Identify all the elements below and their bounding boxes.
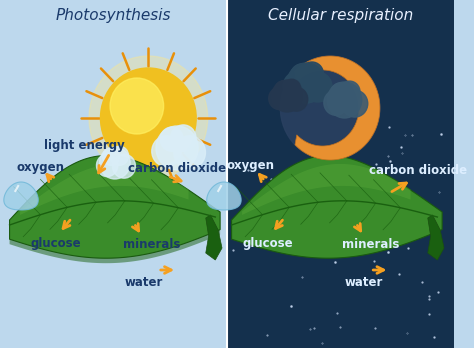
Text: glucose: glucose [243, 237, 293, 250]
Circle shape [283, 72, 310, 100]
Circle shape [324, 90, 348, 115]
Text: oxygen: oxygen [16, 161, 64, 174]
Circle shape [110, 78, 164, 134]
Text: Photosynthesis: Photosynthesis [55, 8, 171, 23]
Polygon shape [232, 156, 442, 258]
Text: carbon dioxide: carbon dioxide [128, 161, 226, 174]
Circle shape [97, 154, 118, 176]
Circle shape [301, 62, 323, 86]
Polygon shape [9, 156, 220, 258]
Circle shape [291, 64, 312, 86]
Text: Cellular respiration: Cellular respiration [268, 8, 413, 23]
Text: water: water [124, 277, 163, 290]
Polygon shape [206, 215, 222, 260]
Circle shape [152, 136, 181, 167]
Polygon shape [9, 160, 220, 263]
Circle shape [331, 83, 350, 103]
Circle shape [100, 68, 196, 168]
Text: carbon dioxide: carbon dioxide [369, 164, 467, 176]
Circle shape [112, 154, 136, 178]
Circle shape [281, 56, 380, 160]
Circle shape [272, 80, 302, 112]
Circle shape [275, 81, 292, 98]
Circle shape [174, 136, 205, 169]
Circle shape [102, 148, 119, 165]
Polygon shape [207, 182, 241, 210]
Circle shape [171, 125, 196, 151]
Circle shape [303, 72, 332, 102]
Circle shape [283, 79, 301, 98]
Polygon shape [428, 215, 444, 260]
Polygon shape [20, 164, 189, 215]
Text: minerals: minerals [342, 238, 399, 252]
Circle shape [342, 90, 368, 117]
Circle shape [160, 127, 183, 151]
Circle shape [156, 126, 198, 170]
Polygon shape [242, 164, 410, 215]
Circle shape [110, 146, 128, 165]
Text: minerals: minerals [122, 238, 180, 252]
Text: water: water [345, 277, 383, 290]
Circle shape [100, 147, 130, 179]
Circle shape [339, 81, 360, 103]
Circle shape [287, 63, 325, 103]
Text: light energy: light energy [44, 140, 125, 152]
Polygon shape [4, 182, 38, 210]
Text: oxygen: oxygen [227, 159, 275, 173]
Circle shape [89, 56, 208, 180]
Circle shape [269, 87, 290, 110]
Circle shape [327, 82, 362, 118]
Circle shape [285, 87, 308, 111]
Text: glucose: glucose [30, 237, 81, 250]
Bar [0, 0, 227, 348]
Polygon shape [295, 56, 380, 160]
Bar [227, 0, 454, 348]
